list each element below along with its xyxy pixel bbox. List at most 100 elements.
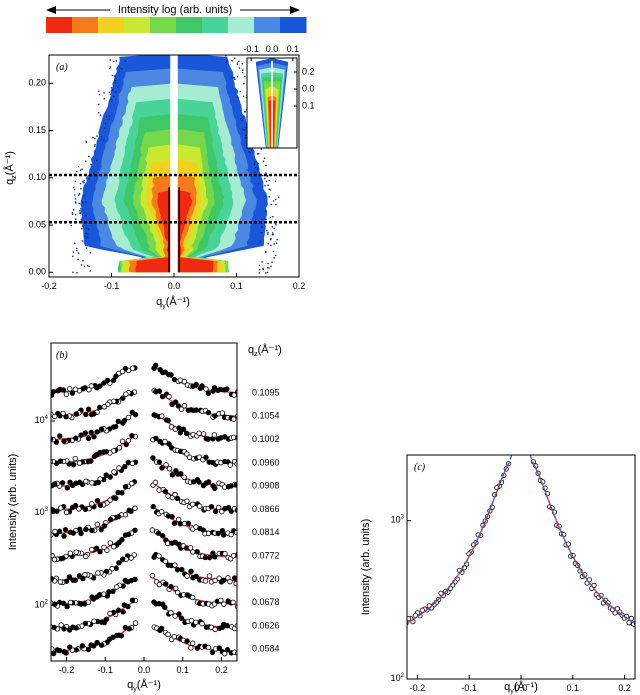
panel-c-xtick-label: 0.1: [567, 683, 580, 693]
beamstop-edge-left: [168, 187, 170, 273]
data-point-0.0866: [162, 488, 169, 495]
data-point-0.1095: [110, 377, 117, 383]
map-speckle: [104, 127, 106, 129]
data-point-0.1002: [98, 426, 105, 432]
map-speckle: [85, 140, 87, 142]
map-speckle: [237, 96, 239, 98]
data-point-0.0584: [165, 631, 171, 638]
data-point-0.1054: [193, 407, 199, 413]
qz-label: 0.1095: [252, 387, 280, 397]
data-point-0.0814: [98, 526, 104, 533]
map-speckle: [86, 265, 89, 267]
map-speckle: [268, 196, 270, 198]
colorbar-arrowhead-right: [290, 6, 300, 14]
data-point-0.0720: [179, 566, 185, 573]
panel-a-xtick-label: -0.2: [41, 281, 57, 291]
data-point-0.0866: [57, 505, 64, 511]
map-speckle: [273, 227, 276, 230]
series-0.0678: [51, 573, 237, 610]
data-point-0.0960: [184, 451, 190, 457]
data-point-0.0584: [205, 644, 212, 651]
data-point-0.0584: [189, 640, 196, 646]
map-speckle: [81, 240, 84, 242]
data-point-0.1002: [235, 434, 237, 440]
data-point-0.0584: [88, 642, 94, 648]
map-speckle: [103, 98, 106, 100]
data-point-0.0720: [76, 573, 83, 579]
inset-xtick-label: 0.0: [266, 44, 279, 54]
panel-b-qz-header: qz(Å⁻¹): [248, 343, 282, 358]
map-speckle: [262, 174, 264, 177]
data-point-0.0866: [215, 504, 222, 511]
map-speckle: [83, 194, 85, 197]
map-speckle: [266, 271, 269, 274]
data-point-0.0626: [188, 617, 195, 624]
data-point-0.1095: [69, 390, 76, 396]
map-speckle: [256, 153, 259, 155]
data-point-0.0584: [216, 645, 223, 651]
map-speckle: [112, 60, 115, 63]
map-speckle: [85, 160, 87, 162]
panel-c-xtick-label: 0.2: [618, 683, 631, 693]
map-speckle: [95, 159, 98, 162]
map-speckle: [115, 91, 117, 93]
map-speckle: [90, 163, 92, 166]
map-speckle: [244, 110, 246, 113]
inset-xtick-label: 0.1: [287, 44, 300, 54]
data-point-0.1095: [224, 386, 230, 392]
map-speckle: [74, 198, 77, 200]
data-point-0.0626: [162, 604, 168, 610]
map-speckle: [108, 115, 111, 117]
map-speckle: [71, 255, 74, 258]
data-point-0.0584: [51, 646, 55, 652]
data-point-0.1095: [104, 377, 111, 384]
data-point-0.0720: [95, 570, 101, 576]
map-speckle: [267, 231, 269, 234]
map-speckle: [94, 144, 96, 146]
colorbar-cell-2: [98, 17, 125, 33]
map-speckle: [117, 86, 119, 88]
map-speckle: [263, 217, 265, 220]
data-point-0.1002: [180, 426, 187, 432]
map-speckle: [253, 163, 256, 165]
map-speckle: [77, 258, 79, 260]
map-speckle: [76, 247, 78, 250]
data-point-0.1002: [129, 409, 136, 416]
map-speckle: [86, 233, 89, 235]
map-speckle: [109, 93, 112, 96]
map-speckle: [238, 60, 240, 62]
inset-ytick-label: 0.0: [302, 83, 315, 93]
map-speckle: [72, 251, 75, 253]
data-point-0.1095: [113, 373, 119, 379]
map-band-right-9: [174, 189, 214, 273]
data-point-0.0866: [129, 480, 135, 487]
data-point-0.0814: [132, 505, 138, 511]
map-speckle: [268, 188, 271, 190]
data-point-0.0908: [178, 470, 184, 477]
data-point-0.1002: [61, 438, 67, 444]
data-point-0.1002: [196, 430, 202, 436]
map-speckle: [231, 59, 233, 62]
map-speckle: [85, 237, 87, 239]
data-point-0.1095: [88, 383, 95, 389]
map-speckle: [120, 67, 123, 70]
qz-label: 0.0720: [252, 574, 280, 584]
panel-a: -0.2 -0.1 0.0 0.1 0.2 0.00 0.05 0.10 0.15 0.20 (a…: [3, 44, 315, 310]
data-point-0.0678: [218, 597, 224, 604]
map-speckle: [226, 60, 228, 62]
panel-c-xtick-label: 0.0: [515, 683, 528, 693]
map-speckle: [253, 171, 256, 173]
data-point-0.0908: [166, 465, 173, 472]
panel-a-xtick-label: -0.1: [104, 281, 120, 291]
data-point-0.0772: [83, 553, 89, 560]
panel-a-inset: -0.1 0.0 0.1 0.2 0.0 0.1: [243, 44, 315, 149]
map-speckle: [80, 208, 82, 210]
panel-b-xtick-label: -0.1: [97, 665, 113, 675]
map-speckle: [263, 157, 266, 159]
map-speckle: [257, 162, 260, 165]
data-point-0.0960: [119, 438, 126, 445]
data-point-0.0960: [76, 460, 83, 466]
data-point-0.0720: [188, 568, 194, 575]
data-point-0.0814: [101, 523, 108, 529]
